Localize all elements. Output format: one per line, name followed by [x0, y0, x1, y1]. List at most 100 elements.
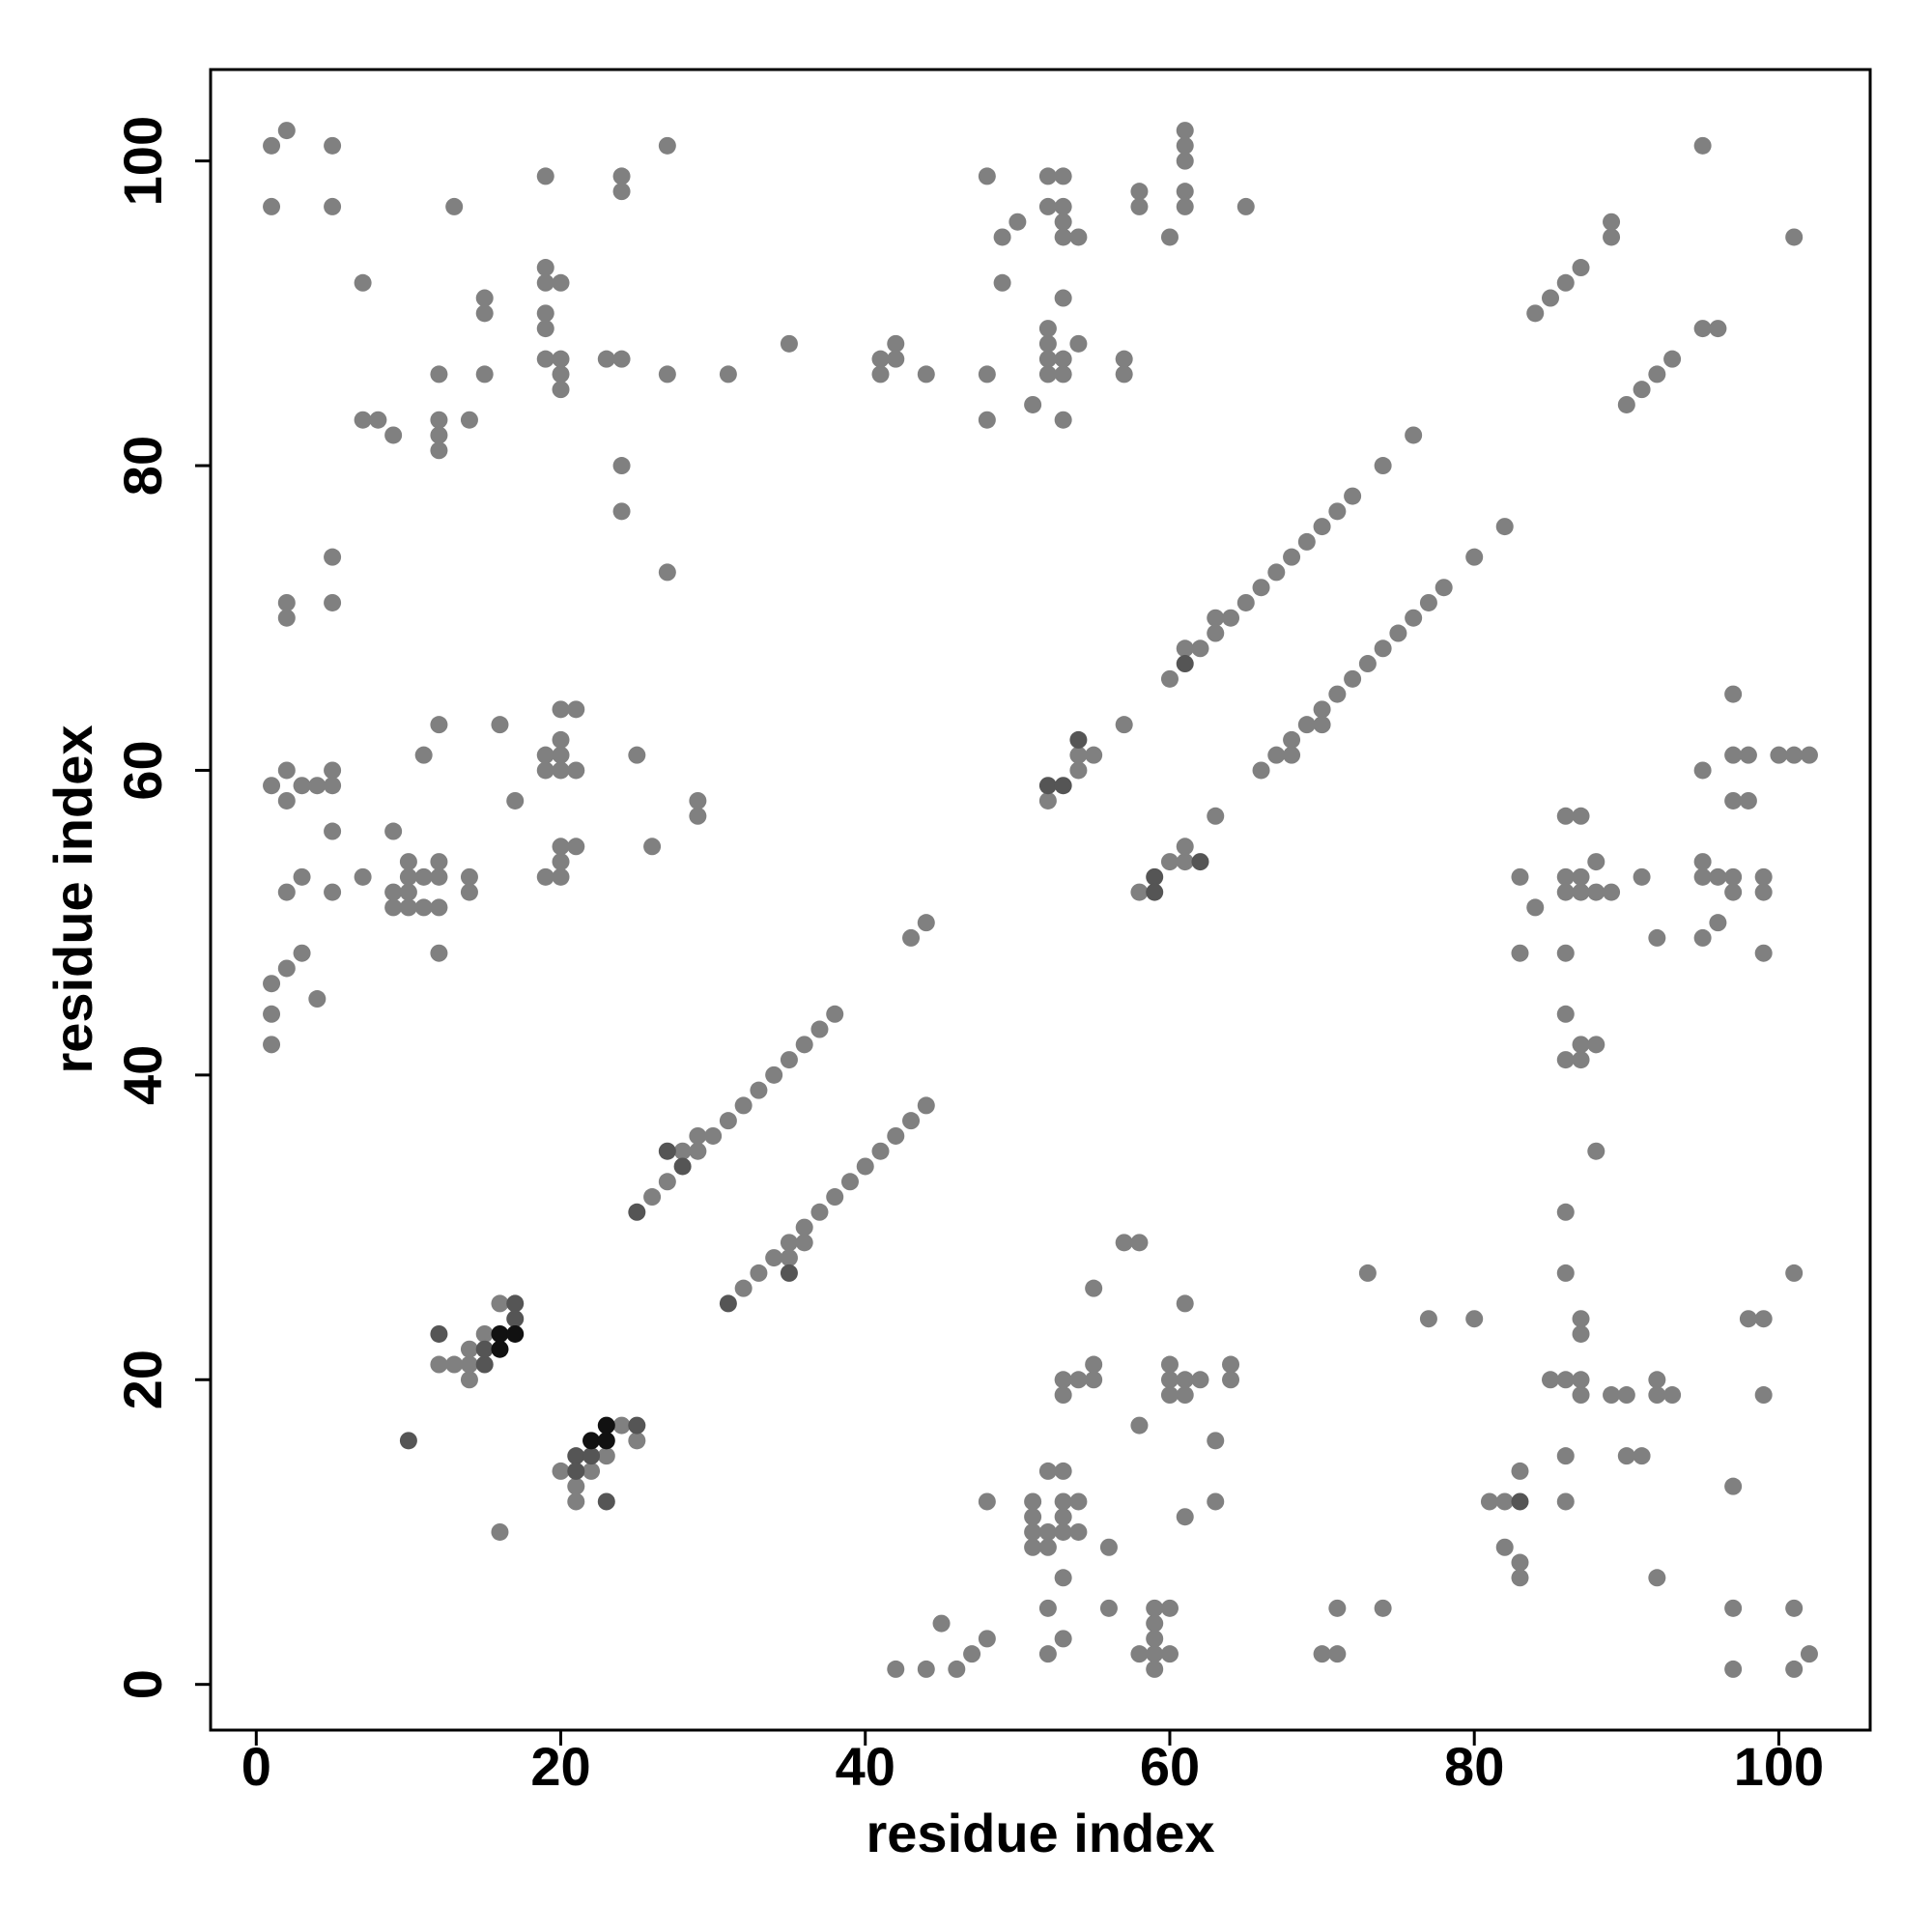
point: [1283, 746, 1301, 764]
point: [1526, 304, 1545, 323]
point: [414, 867, 433, 886]
point: [1389, 624, 1407, 642]
point: [475, 365, 494, 384]
point: [1572, 1371, 1590, 1389]
point: [1358, 1264, 1377, 1282]
point: [399, 853, 417, 871]
point: [552, 838, 570, 856]
point: [902, 1112, 921, 1130]
point: [475, 304, 494, 323]
point: [1283, 730, 1301, 749]
point: [1465, 1310, 1484, 1328]
point: [414, 898, 433, 917]
point: [1130, 883, 1149, 901]
point: [506, 1310, 525, 1328]
point: [263, 197, 281, 215]
point: [795, 1218, 813, 1236]
point: [1374, 457, 1392, 475]
point: [430, 716, 448, 734]
point: [552, 365, 570, 384]
point: [978, 365, 996, 384]
point: [1572, 1310, 1590, 1328]
point: [1419, 1310, 1437, 1328]
point: [369, 411, 387, 429]
point: [1024, 395, 1042, 413]
point: [795, 1234, 813, 1252]
x-tick-label: 20: [530, 1736, 590, 1797]
point: [780, 1051, 798, 1069]
point: [1511, 867, 1529, 886]
point: [978, 1492, 996, 1511]
point: [689, 791, 707, 810]
point: [810, 1203, 829, 1221]
point: [1511, 944, 1529, 962]
point: [628, 1416, 646, 1435]
point: [430, 1355, 448, 1374]
point: [1054, 289, 1072, 307]
point: [1099, 1599, 1118, 1617]
point: [1297, 716, 1316, 734]
point: [1648, 365, 1666, 384]
point: [1709, 867, 1727, 886]
point: [475, 1324, 494, 1343]
y-tick-label: 80: [112, 436, 173, 496]
point: [567, 761, 585, 780]
point: [1085, 1279, 1103, 1297]
point: [612, 457, 631, 475]
point: [1176, 639, 1194, 658]
point: [887, 350, 905, 368]
point: [1038, 350, 1057, 368]
point: [780, 1249, 798, 1267]
point: [963, 1645, 981, 1663]
point: [1556, 807, 1575, 825]
point: [734, 1096, 753, 1115]
point: [1313, 1645, 1331, 1663]
point: [1130, 1416, 1149, 1435]
point: [719, 365, 737, 384]
x-tick-label: 0: [242, 1736, 271, 1797]
point: [324, 761, 342, 780]
point: [1435, 579, 1453, 597]
point: [810, 1020, 829, 1038]
point: [1770, 746, 1788, 764]
point: [430, 365, 448, 384]
point: [978, 167, 996, 185]
point: [1130, 1234, 1149, 1252]
point: [582, 1447, 601, 1465]
point: [430, 867, 448, 886]
point: [1038, 365, 1057, 384]
point: [1054, 1492, 1072, 1511]
point: [1526, 898, 1545, 917]
point: [871, 350, 890, 368]
point: [1587, 883, 1605, 901]
point: [719, 1294, 737, 1313]
point: [1572, 1386, 1590, 1405]
point: [689, 1142, 707, 1160]
point: [1800, 1645, 1818, 1663]
point: [1207, 624, 1225, 642]
point: [552, 746, 570, 764]
point: [1556, 1051, 1575, 1069]
point: [1572, 807, 1590, 825]
point: [1587, 853, 1605, 871]
point: [1054, 1462, 1072, 1480]
point: [1176, 1508, 1194, 1526]
point: [354, 273, 372, 292]
point: [277, 959, 296, 978]
point: [552, 350, 570, 368]
point: [1785, 1264, 1804, 1282]
point: [1297, 532, 1316, 551]
point: [491, 1340, 509, 1358]
point: [1160, 669, 1179, 688]
point: [689, 1126, 707, 1145]
point: [993, 228, 1011, 246]
point: [1176, 1386, 1194, 1405]
point: [1785, 1660, 1804, 1678]
point: [1115, 716, 1133, 734]
point: [1603, 228, 1621, 246]
point: [1069, 1492, 1088, 1511]
point: [536, 746, 554, 764]
point: [1069, 228, 1088, 246]
point: [536, 304, 554, 323]
point: [1511, 1462, 1529, 1480]
